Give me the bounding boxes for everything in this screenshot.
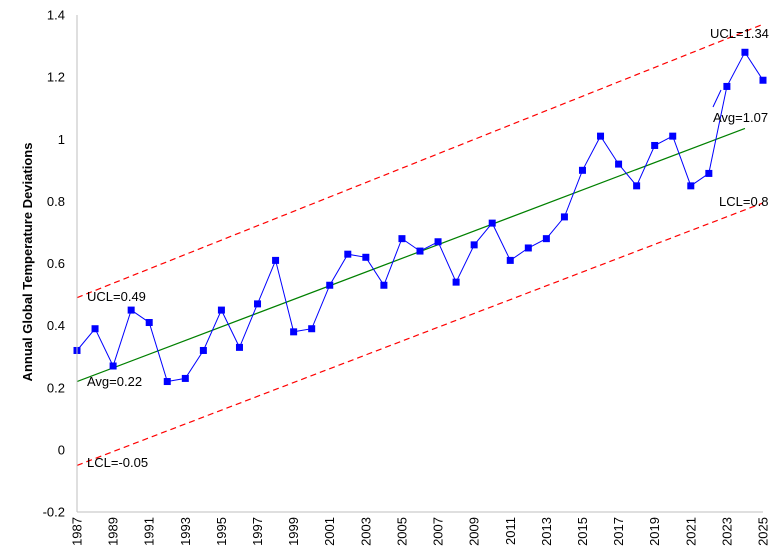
data-point (651, 141, 659, 149)
y-tick-label: 0.6 (47, 256, 65, 271)
x-tick-label: 2021 (683, 517, 698, 546)
data-point (542, 235, 550, 243)
data-point (380, 281, 388, 289)
data-point (434, 238, 442, 246)
reference-lines (76, 23, 764, 466)
y-tick-label: -0.2 (43, 505, 65, 520)
data-point (145, 319, 153, 327)
data-point (254, 300, 262, 308)
y-axis-title: Annual Global Temperature Deviations (20, 143, 35, 382)
annotation-avg-end: Avg=1.07 (713, 110, 768, 125)
x-tick-labels: 1987 1989 1991 1993 1995 1997 1999 2001 2003 2005… (70, 517, 771, 546)
y-tick-label: 0.4 (47, 318, 65, 333)
data-point (290, 328, 298, 336)
data-point (578, 166, 586, 174)
series-line (76, 51, 764, 383)
avg-end-leader (712, 89, 722, 108)
data-point (759, 76, 767, 84)
data-point (633, 182, 641, 190)
x-tick-label: 2019 (647, 517, 662, 546)
annotation-ucl-start: UCL=0.49 (87, 289, 146, 304)
data-point (597, 132, 605, 140)
x-tick-label: 1995 (214, 517, 229, 546)
data-point (109, 362, 117, 370)
data-point (127, 306, 135, 314)
annotations: UCL=0.49 Avg=0.22 LCL=-0.05 UCL=1.34 Avg… (87, 26, 769, 470)
data-point (181, 374, 189, 382)
data-point (705, 169, 713, 177)
x-tick-label: 2007 (431, 517, 446, 546)
x-tick-label: 1987 (70, 517, 85, 546)
y-tick-label: 1.4 (47, 8, 65, 23)
annotation-ucl-end: UCL=1.34 (710, 26, 769, 41)
x-tick-label: 2025 (756, 517, 771, 546)
data-point (687, 182, 695, 190)
y-tick-labels: -0.2 0 0.2 0.4 0.6 0.8 1 1.2 1.4 (43, 8, 65, 520)
x-tick-label: 1991 (142, 517, 157, 546)
x-tick-label: 2011 (503, 517, 518, 545)
x-tick-label: 2017 (611, 517, 626, 546)
x-tick-label: 2005 (394, 517, 409, 546)
data-point (217, 306, 225, 314)
annotation-lcl-end: LCL=0.8 (719, 194, 769, 209)
data-point (362, 253, 370, 261)
lcl-line (76, 202, 764, 466)
data-point (669, 132, 677, 140)
x-tick-label: 2003 (358, 517, 373, 546)
x-tick-label: 1997 (250, 517, 265, 546)
x-tick-label: 2001 (322, 517, 337, 546)
data-point (560, 213, 568, 221)
x-tick-label: 2015 (575, 517, 590, 546)
x-tick-label: 1993 (178, 517, 193, 546)
data-point (272, 256, 280, 264)
x-tick-label: 1989 (106, 517, 121, 546)
data-point (398, 235, 406, 243)
data-point (452, 278, 460, 286)
annotation-lcl-start: LCL=-0.05 (87, 455, 148, 470)
data-point (199, 346, 207, 354)
y-tick-label: 0 (58, 442, 65, 457)
data-point (723, 82, 731, 90)
data-series (73, 48, 767, 386)
data-point (91, 325, 99, 333)
data-point (416, 247, 424, 255)
x-tick-label: 2023 (719, 517, 734, 546)
data-point (470, 241, 478, 249)
data-point (326, 281, 334, 289)
data-point (344, 250, 352, 258)
y-tick-label: 1 (58, 132, 65, 147)
y-tick-label: 0.8 (47, 194, 65, 209)
data-point (615, 160, 623, 168)
x-tick-label: 2009 (467, 517, 482, 546)
data-point (235, 343, 243, 351)
data-point (163, 378, 171, 386)
data-point (741, 48, 749, 56)
data-point (488, 219, 496, 227)
data-point (506, 256, 514, 264)
data-point (308, 325, 316, 333)
x-tick-label: 1999 (286, 517, 301, 546)
y-tick-label: 0.2 (47, 380, 65, 395)
axes (76, 15, 763, 513)
y-tick-label: 1.2 (47, 70, 65, 85)
x-tick-label: 2013 (539, 517, 554, 546)
avg-line (76, 127, 746, 383)
data-point (524, 244, 532, 252)
annotation-avg-start: Avg=0.22 (87, 374, 142, 389)
ucl-line (76, 23, 764, 299)
